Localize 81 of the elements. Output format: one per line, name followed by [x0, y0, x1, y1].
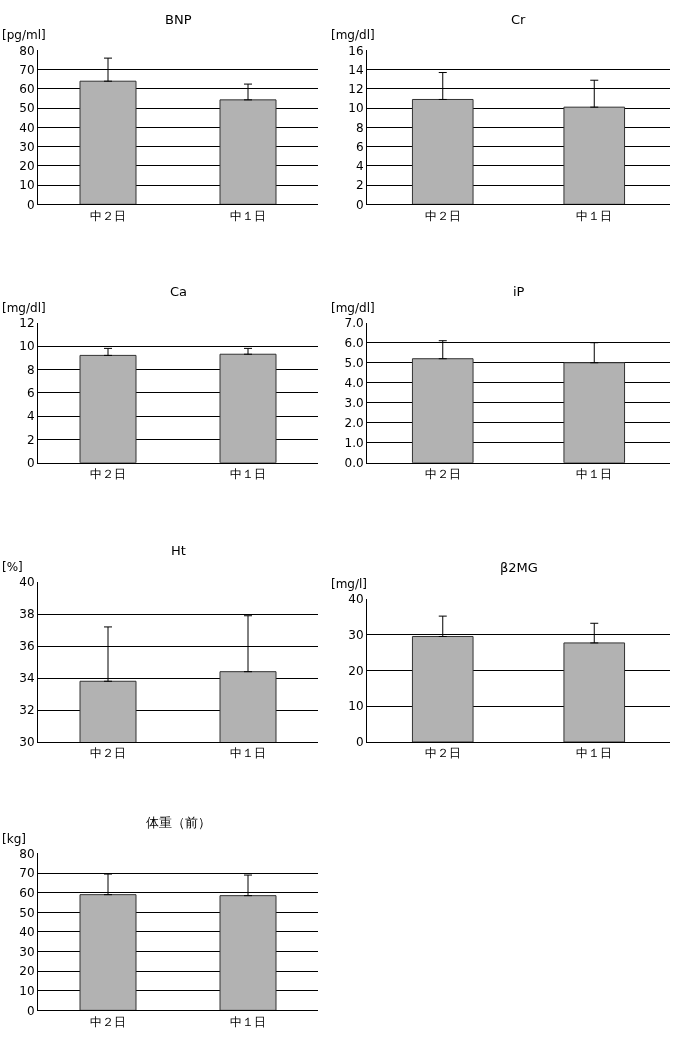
y-tick-label: 1.0 — [344, 435, 364, 450]
y-tick-label: 70 — [19, 866, 35, 881]
y-tick-label: 40 — [19, 925, 35, 940]
x-tick-label: 中２日 — [424, 746, 461, 761]
y-tick-label: 60 — [19, 82, 35, 97]
y-tick-label: 5.0 — [344, 355, 364, 370]
y-tick-label: 30 — [19, 944, 35, 959]
y-tick-label: 80 — [19, 846, 35, 861]
x-tick-label: 中２日 — [424, 467, 461, 482]
y-tick-label: 14 — [348, 62, 364, 77]
y-tick-label: 70 — [19, 62, 35, 77]
y-tick-label: 7.0 — [344, 315, 364, 330]
x-tick-label: 中２日 — [90, 467, 126, 482]
y-tick-label: 10 — [348, 699, 364, 714]
y-tick-label: 2 — [26, 432, 35, 447]
y-tick-label: 50 — [19, 101, 35, 116]
y-axis-title: [mg/dl] — [331, 28, 375, 42]
y-tick-label: 32 — [19, 703, 35, 718]
y-tick-label: 4 — [355, 159, 364, 174]
x-tick-label: 中１日 — [576, 208, 613, 223]
y-tick-label: 30 — [19, 139, 35, 154]
chart-title: Ht — [171, 543, 186, 558]
y-axis-title: [kg] — [2, 832, 26, 846]
y-tick-label: 6 — [26, 385, 35, 400]
chart-title: 体重（前） — [146, 815, 211, 830]
y-axis-title: [pg/ml] — [2, 28, 46, 42]
x-tick-label: 中１日 — [230, 746, 266, 761]
y-tick-label: 80 — [19, 43, 35, 58]
x-tick-label: 中１日 — [230, 467, 266, 482]
x-tick-label: 中１日 — [230, 208, 266, 223]
y-tick-label: 0 — [26, 455, 35, 470]
y-axis-title: [mg/dl] — [331, 301, 375, 315]
chart-title: iP — [513, 284, 525, 299]
y-tick-label: 34 — [19, 671, 35, 686]
y-tick-label: 8 — [26, 362, 35, 377]
y-tick-label: 38 — [19, 607, 35, 622]
y-tick-label: 12 — [19, 315, 35, 330]
y-tick-label: 36 — [19, 639, 35, 654]
y-tick-label: 12 — [348, 82, 364, 97]
x-tick-label: 中１日 — [576, 467, 613, 482]
y-tick-label: 40 — [348, 592, 364, 607]
y-tick-label: 8 — [355, 120, 364, 135]
y-tick-label: 16 — [348, 43, 364, 58]
y-tick-label: 50 — [19, 905, 35, 920]
y-tick-label: 3.0 — [344, 395, 364, 410]
y-tick-label: 2.0 — [344, 415, 364, 430]
y-tick-label: 6 — [355, 139, 364, 154]
x-tick-label: 中２日 — [90, 208, 126, 223]
y-tick-label: 0 — [355, 735, 364, 750]
y-axis-title: [mg/l] — [331, 577, 368, 591]
x-tick-label: 中２日 — [90, 746, 126, 761]
y-tick-label: 0.0 — [344, 455, 364, 470]
y-axis-title: [%] — [2, 560, 23, 574]
x-tick-label: 中２日 — [90, 1014, 126, 1029]
chart-title: Cr — [511, 12, 527, 27]
x-tick-label: 中１日 — [230, 1014, 266, 1029]
x-tick-label: 中２日 — [424, 208, 461, 223]
y-tick-label: 20 — [19, 159, 35, 174]
y-tick-label: 0 — [26, 197, 35, 212]
y-tick-label: 30 — [348, 627, 364, 642]
y-tick-label: 40 — [19, 120, 35, 135]
y-tick-label: 2 — [355, 178, 364, 193]
y-tick-label: 10 — [348, 101, 364, 116]
y-tick-label: 10 — [19, 178, 35, 193]
y-tick-label: 20 — [19, 964, 35, 979]
y-axis-title: [mg/dl] — [2, 301, 46, 315]
chart-title: Ca — [170, 284, 188, 299]
y-tick-label: 10 — [19, 983, 35, 998]
y-tick-label: 0 — [355, 197, 364, 212]
y-tick-label: 60 — [19, 885, 35, 900]
y-tick-label: 6.0 — [344, 335, 364, 350]
y-tick-label: 10 — [19, 339, 35, 354]
y-tick-label: 4.0 — [344, 375, 364, 390]
y-tick-label: 40 — [19, 575, 35, 590]
y-tick-label: 20 — [348, 663, 364, 678]
chart-title: β2MG — [500, 560, 538, 575]
chart-title: BNP — [165, 12, 192, 27]
y-tick-label: 30 — [19, 735, 35, 750]
x-tick-label: 中１日 — [576, 746, 613, 761]
y-tick-label: 4 — [26, 409, 35, 424]
y-tick-label: 0 — [26, 1003, 35, 1018]
